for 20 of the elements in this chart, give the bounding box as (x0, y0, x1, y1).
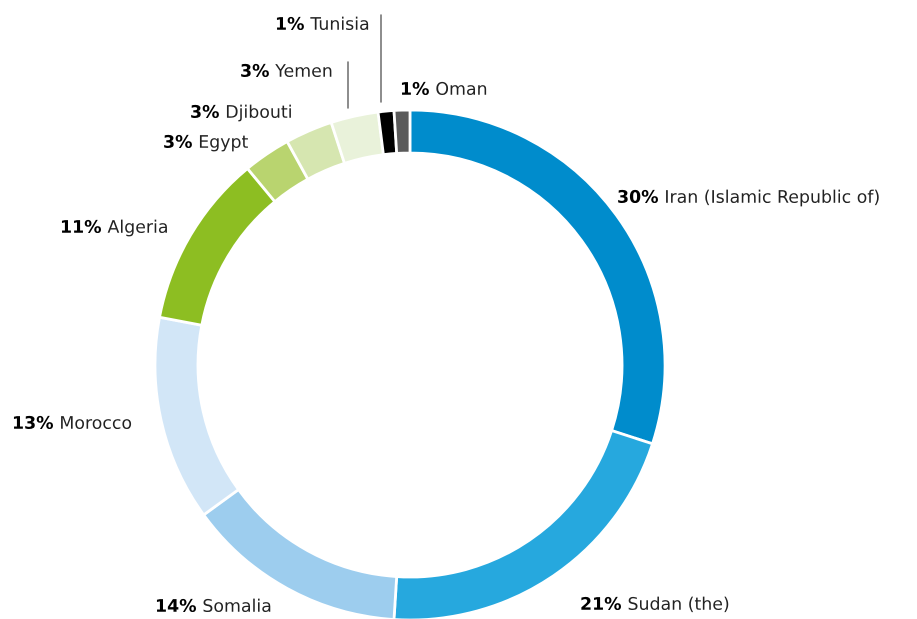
data-label: 1% (276, 16, 304, 30)
data-label: 1% (402, 82, 429, 96)
data-label: 13% (14, 416, 54, 430)
data-label: 3% (164, 134, 192, 148)
data-label: 14% (156, 598, 196, 612)
slice-label: Morocco (61, 416, 132, 430)
data-label: 11% (62, 220, 102, 234)
slice-label: Algeria (108, 220, 167, 236)
slice-label: Sudan (the) (628, 596, 728, 612)
slice-label: Djibouti (226, 104, 291, 122)
data-label: 3% (241, 64, 269, 78)
slice-label: Egypt (200, 135, 248, 152)
slice-label: Iran (Islamic Republic of) (666, 190, 879, 206)
slice-label: Yemen (275, 64, 332, 78)
data-label: 30% (618, 190, 658, 204)
slice-label: Tunisia (310, 16, 368, 30)
data-label: 3% (191, 104, 219, 118)
slice-label: Oman (436, 82, 486, 96)
slice-label: Somalia (204, 598, 270, 612)
data-label: 21% (581, 596, 622, 610)
